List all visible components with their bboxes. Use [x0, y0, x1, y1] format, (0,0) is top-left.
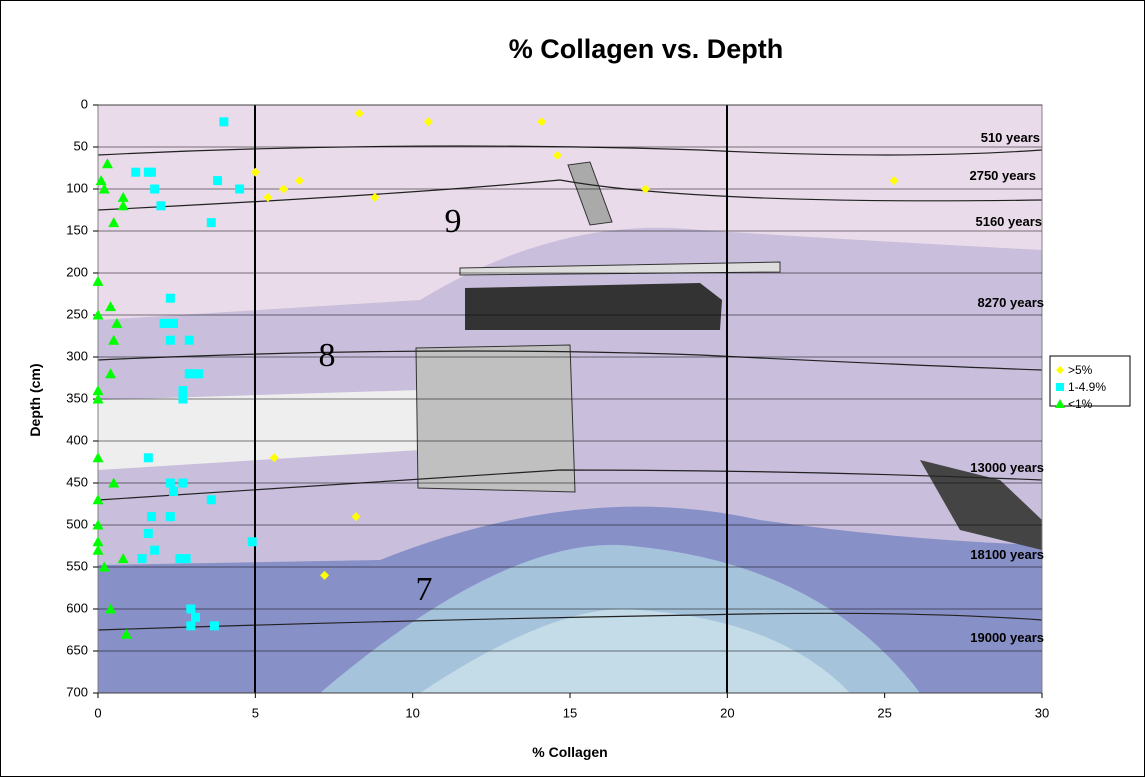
- chart: % Collagen vs. Depth % Collagen Depth (c…: [0, 0, 1145, 777]
- data-point: [144, 529, 153, 538]
- y-tick-label: 100: [66, 180, 88, 195]
- x-axis-label: % Collagen: [532, 744, 607, 760]
- x-tick-label: 20: [720, 705, 734, 720]
- data-point: [166, 479, 175, 488]
- legend-label: 1-4.9%: [1068, 380, 1106, 394]
- data-point: [166, 512, 175, 521]
- data-point: [147, 512, 156, 521]
- y-tick-label: 250: [66, 306, 88, 321]
- annotation: 13000 years: [970, 460, 1044, 475]
- y-tick-label: 0: [81, 96, 88, 111]
- block: [416, 345, 575, 492]
- data-point: [207, 495, 216, 504]
- legend-label: >5%: [1068, 363, 1093, 377]
- data-point: [166, 336, 175, 345]
- x-tick-label: 25: [877, 705, 891, 720]
- annotation: 8: [319, 337, 336, 374]
- annotation: 5160 years: [975, 214, 1042, 229]
- x-tick-label: 15: [563, 705, 577, 720]
- data-point: [169, 487, 178, 496]
- legend-label: <1%: [1068, 397, 1093, 411]
- y-tick-label: 150: [66, 222, 88, 237]
- legend-marker: [1056, 383, 1064, 391]
- data-point: [150, 546, 159, 555]
- data-point: [235, 185, 244, 194]
- data-point: [213, 176, 222, 185]
- y-tick-label: 550: [66, 558, 88, 573]
- y-tick-label: 350: [66, 390, 88, 405]
- data-point: [163, 319, 172, 328]
- annotation: 2750 years: [969, 168, 1036, 183]
- y-tick-label: 450: [66, 474, 88, 489]
- y-tick-label: 200: [66, 264, 88, 279]
- data-point: [191, 613, 200, 622]
- data-point: [166, 294, 175, 303]
- data-point: [210, 621, 219, 630]
- annotation: 7: [416, 571, 433, 608]
- data-point: [207, 218, 216, 227]
- y-tick-label: 50: [74, 138, 88, 153]
- annotation: 510 years: [981, 130, 1040, 145]
- data-point: [248, 537, 257, 546]
- annotation: 8270 years: [977, 295, 1044, 310]
- dark-lens: [465, 283, 722, 330]
- data-point: [185, 336, 194, 345]
- x-tick-label: 5: [252, 705, 259, 720]
- x-tick-label: 30: [1035, 705, 1049, 720]
- page: {"chart_data": {"type": "scatter", "titl…: [0, 0, 1145, 777]
- data-point: [178, 395, 187, 404]
- data-point: [186, 605, 195, 614]
- data-point: [182, 554, 191, 563]
- y-tick-label: 300: [66, 348, 88, 363]
- x-tick-label: 0: [94, 705, 101, 720]
- annotation: 9: [445, 203, 462, 240]
- data-point: [131, 168, 140, 177]
- y-axis-label: Depth (cm): [27, 363, 43, 436]
- data-point: [219, 117, 228, 126]
- data-point: [186, 621, 195, 630]
- data-point: [147, 168, 156, 177]
- data-point: [178, 479, 187, 488]
- y-tick-label: 400: [66, 432, 88, 447]
- data-point: [156, 201, 165, 210]
- annotation: 19000 years: [970, 630, 1044, 645]
- data-point: [144, 453, 153, 462]
- y-tick-label: 600: [66, 600, 88, 615]
- y-tick-label: 650: [66, 642, 88, 657]
- data-point: [194, 369, 203, 378]
- data-point: [150, 185, 159, 194]
- x-tick-label: 10: [405, 705, 419, 720]
- y-tick-label: 500: [66, 516, 88, 531]
- data-point: [138, 554, 147, 563]
- annotation: 18100 years: [970, 547, 1044, 562]
- chart-title: % Collagen vs. Depth: [509, 34, 784, 64]
- y-tick-label: 700: [66, 684, 88, 699]
- data-point: [178, 386, 187, 395]
